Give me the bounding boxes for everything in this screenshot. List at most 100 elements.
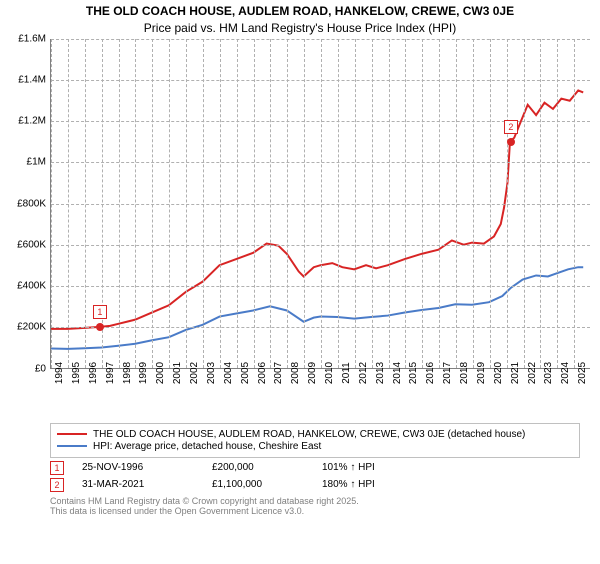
marker-label-2: 2 <box>504 120 518 134</box>
marker-label-1: 1 <box>93 305 107 319</box>
copyright-line1: Contains HM Land Registry data © Crown c… <box>50 496 580 507</box>
x-axis-label: 2022 <box>527 361 538 383</box>
gridline-v <box>220 39 221 368</box>
gridline-v <box>68 39 69 368</box>
x-axis-label: 2004 <box>223 361 234 383</box>
copyright-line2: This data is licensed under the Open Gov… <box>50 506 580 517</box>
gridline-v <box>456 39 457 368</box>
gridline-v <box>304 39 305 368</box>
transaction-ratio: 180% ↑ HPI <box>322 479 432 490</box>
y-axis-label: £1.4M <box>18 74 46 85</box>
plot-region: 12 <box>50 39 590 369</box>
legend-label: THE OLD COACH HOUSE, AUDLEM ROAD, HANKEL… <box>93 429 525 440</box>
transaction-marker: 2 <box>50 478 64 492</box>
gridline-v <box>270 39 271 368</box>
transaction-marker: 1 <box>50 461 64 475</box>
transactions-table: 1 25-NOV-1996£200,000101% ↑ HPI 2 31-MAR-20… <box>50 461 580 492</box>
x-axis-label: 2009 <box>307 361 318 383</box>
x-axis-label: 2014 <box>392 361 403 383</box>
chart-area: 12 £0£200K£400K£600K£800K£1M£1.2M£1.4M£1… <box>0 39 600 419</box>
x-axis-label: 2024 <box>560 361 571 383</box>
transaction-date: 25-NOV-1996 <box>82 462 212 473</box>
x-axis-label: 2002 <box>189 361 200 383</box>
x-axis-label: 2025 <box>577 361 588 383</box>
legend-swatch <box>57 433 87 435</box>
gridline-v <box>338 39 339 368</box>
gridline-v <box>119 39 120 368</box>
x-axis-label: 2023 <box>543 361 554 383</box>
x-axis-label: 2007 <box>273 361 284 383</box>
x-axis-label: 2013 <box>375 361 386 383</box>
x-axis-label: 2010 <box>324 361 335 383</box>
y-axis-label: £1.6M <box>18 33 46 44</box>
x-axis-label: 1994 <box>54 361 65 383</box>
gridline-v <box>372 39 373 368</box>
x-axis-label: 1999 <box>138 361 149 383</box>
y-axis-label: £400K <box>17 281 46 292</box>
x-axis-label: 1995 <box>71 361 82 383</box>
marker-dot-1 <box>96 323 104 331</box>
y-axis-label: £200K <box>17 322 46 333</box>
gridline-v <box>524 39 525 368</box>
copyright-notice: Contains HM Land Registry data © Crown c… <box>50 496 580 518</box>
x-axis-label: 1997 <box>105 361 116 383</box>
transaction-ratio: 101% ↑ HPI <box>322 462 432 473</box>
gridline-v <box>254 39 255 368</box>
gridline-v <box>389 39 390 368</box>
gridline-v <box>321 39 322 368</box>
gridline-v <box>135 39 136 368</box>
gridline-v <box>557 39 558 368</box>
gridline-v <box>186 39 187 368</box>
legend: THE OLD COACH HOUSE, AUDLEM ROAD, HANKEL… <box>50 423 580 458</box>
gridline-v <box>237 39 238 368</box>
gridline-v <box>540 39 541 368</box>
x-axis-label: 2012 <box>358 361 369 383</box>
gridline-v <box>85 39 86 368</box>
gridline-v <box>574 39 575 368</box>
x-axis-label: 2000 <box>155 361 166 383</box>
transaction-price: £1,100,000 <box>212 479 322 490</box>
series-hpi <box>51 267 583 349</box>
x-axis-label: 2020 <box>493 361 504 383</box>
y-axis-label: £1.2M <box>18 116 46 127</box>
x-axis-label: 2021 <box>510 361 521 383</box>
gridline-v <box>51 39 52 368</box>
gridline-v <box>507 39 508 368</box>
y-axis-label: £0 <box>35 363 46 374</box>
gridline-v <box>152 39 153 368</box>
legend-item: THE OLD COACH HOUSE, AUDLEM ROAD, HANKEL… <box>57 429 573 440</box>
x-axis-label: 2017 <box>442 361 453 383</box>
gridline-v <box>439 39 440 368</box>
y-axis-label: £800K <box>17 198 46 209</box>
x-axis-label: 2015 <box>408 361 419 383</box>
gridline-v <box>287 39 288 368</box>
transaction-row: 1 25-NOV-1996£200,000101% ↑ HPI <box>50 461 580 475</box>
gridline-v <box>422 39 423 368</box>
x-axis-label: 2018 <box>459 361 470 383</box>
x-axis-label: 2006 <box>257 361 268 383</box>
x-axis-label: 1996 <box>88 361 99 383</box>
x-axis-label: 1998 <box>122 361 133 383</box>
legend-swatch <box>57 445 87 447</box>
legend-item: HPI: Average price, detached house, Ches… <box>57 441 573 452</box>
gridline-v <box>490 39 491 368</box>
legend-label: HPI: Average price, detached house, Ches… <box>93 441 321 452</box>
marker-dot-2 <box>507 138 515 146</box>
y-axis-label: £1M <box>27 157 46 168</box>
x-axis-label: 2019 <box>476 361 487 383</box>
chart-subtitle: Price paid vs. HM Land Registry's House … <box>0 21 600 35</box>
x-axis-label: 2003 <box>206 361 217 383</box>
x-axis-label: 2008 <box>290 361 301 383</box>
transaction-date: 31-MAR-2021 <box>82 479 212 490</box>
gridline-v <box>405 39 406 368</box>
gridline-v <box>169 39 170 368</box>
x-axis-label: 2005 <box>240 361 251 383</box>
y-axis-label: £600K <box>17 239 46 250</box>
transaction-row: 2 31-MAR-2021£1,100,000180% ↑ HPI <box>50 478 580 492</box>
gridline-v <box>203 39 204 368</box>
chart-title: THE OLD COACH HOUSE, AUDLEM ROAD, HANKEL… <box>0 4 600 20</box>
gridline-v <box>473 39 474 368</box>
gridline-v <box>355 39 356 368</box>
x-axis-label: 2016 <box>425 361 436 383</box>
transaction-price: £200,000 <box>212 462 322 473</box>
